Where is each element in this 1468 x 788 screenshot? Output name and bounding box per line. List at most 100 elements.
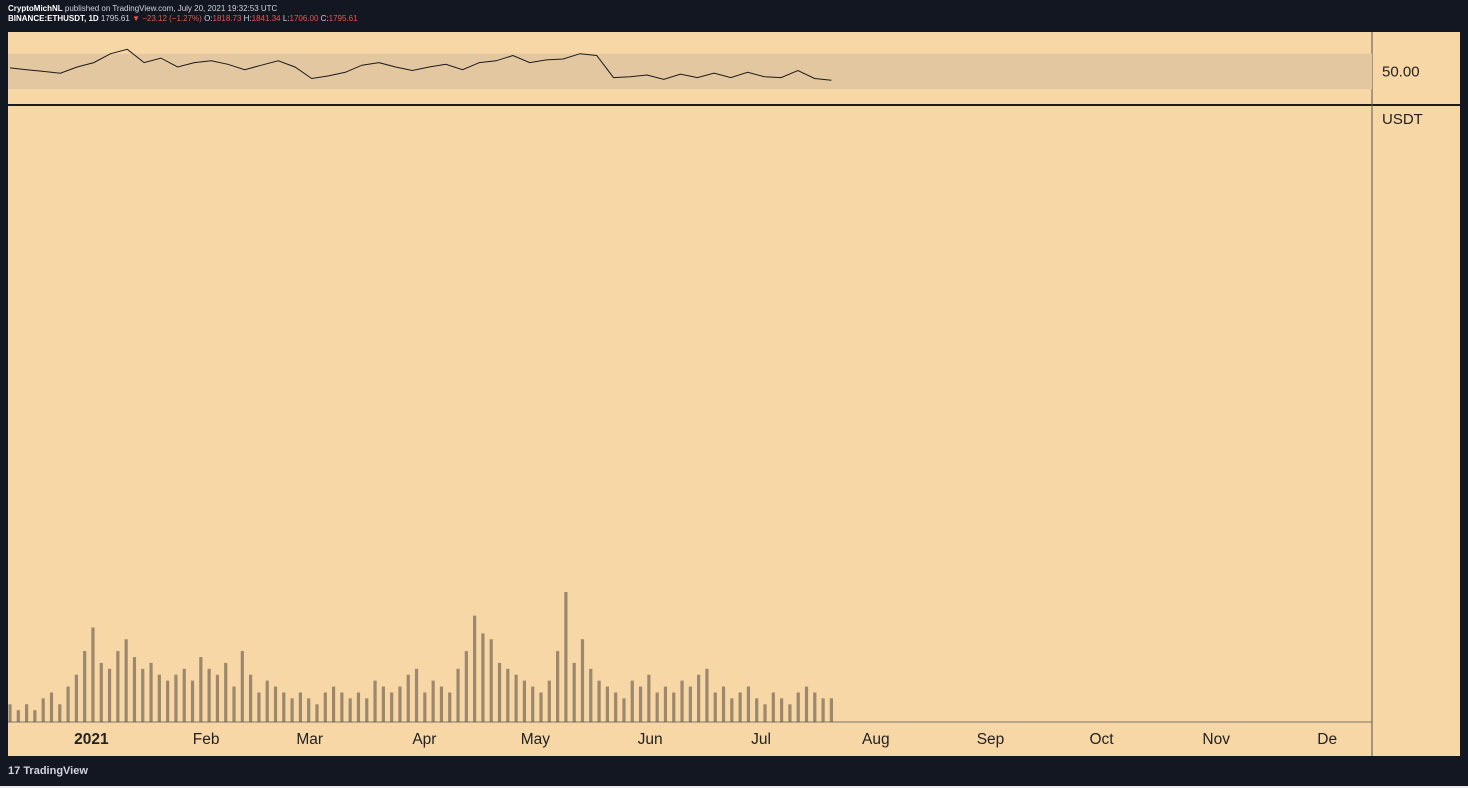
time-tick-label: Sep <box>977 731 1005 748</box>
volume-bar <box>265 680 269 722</box>
last-price-value: 1795.61 <box>100 14 130 23</box>
volume-bar <box>340 692 344 722</box>
close-value: 1795.61 <box>328 14 358 23</box>
close-label: C: <box>320 14 329 23</box>
volume-bar <box>647 674 651 722</box>
volume-bar <box>705 668 709 722</box>
volume-bar <box>771 692 775 722</box>
volume-bar <box>8 704 12 722</box>
volume-bar <box>813 692 817 722</box>
down-arrow-icon: ▼ <box>132 14 140 23</box>
volume-bar <box>423 692 427 722</box>
time-tick-label: Feb <box>193 731 220 748</box>
volume-bar <box>249 674 253 722</box>
volume-bar <box>356 692 361 722</box>
time-tick-label: May <box>521 731 551 748</box>
volume-bar <box>215 674 220 722</box>
volume-bar <box>166 680 170 722</box>
volume-bar <box>547 680 551 722</box>
ohlc-line: BINANCE:ETHUSDT, 1D 1795.61 ▼ −23.12 (−1… <box>8 14 358 23</box>
volume-bar <box>580 639 585 722</box>
tradingview-logo-text: TradingView <box>23 765 88 777</box>
volume-bar <box>431 680 435 722</box>
volume-bar <box>365 698 369 722</box>
publisher-details: published on TradingView.com, July 20, 2… <box>62 4 278 13</box>
volume-bar <box>730 698 734 722</box>
volume-bar <box>755 698 759 722</box>
volume-bar <box>564 592 568 722</box>
volume-bar <box>232 686 236 722</box>
volume-bar <box>58 704 62 722</box>
volume-bar <box>307 698 311 722</box>
open-value: 1818.73 <box>212 14 242 23</box>
volume-bar <box>821 698 825 722</box>
volume-bar <box>315 704 319 722</box>
volume-bar <box>713 692 717 722</box>
volume-bar <box>406 674 410 722</box>
price-chart[interactable]: 50.00Critical breaker on the USD pair fo… <box>0 30 1468 758</box>
volume-bar <box>572 662 576 722</box>
publisher-name: CryptoMichNL <box>8 4 63 13</box>
volume-bar <box>497 662 502 722</box>
publisher-line: CryptoMichNL published on TradingView.co… <box>8 4 277 13</box>
volume-bar <box>116 651 120 722</box>
tradingview-logo[interactable]: 17 TradingView <box>8 765 88 777</box>
volume-bar <box>688 686 692 722</box>
volume-bar <box>514 674 518 722</box>
volume-bar <box>414 668 419 722</box>
volume-bar <box>721 686 726 722</box>
volume-bar <box>556 651 560 722</box>
chart-footer: 17 TradingView <box>0 758 1468 788</box>
volume-bar <box>605 686 609 722</box>
bottom-strip <box>0 786 1468 788</box>
time-tick-label: Aug <box>862 731 890 748</box>
volume-bar <box>697 674 701 722</box>
volume-bar <box>273 686 278 722</box>
volume-bar <box>83 651 87 722</box>
volume-bar <box>522 680 527 722</box>
volume-bar <box>257 692 261 722</box>
volume-bar <box>74 674 78 722</box>
volume-bar <box>531 686 535 722</box>
change-value: −23.12 (−1.27%) <box>142 14 202 23</box>
volume-bar <box>224 662 228 722</box>
chart-header: CryptoMichNL published on TradingView.co… <box>0 0 1468 30</box>
volume-bar <box>132 657 137 722</box>
volume-bar <box>182 668 186 722</box>
volume-bar <box>738 692 742 722</box>
volume-bar <box>99 662 103 722</box>
volume-bar <box>614 692 618 722</box>
open-label: O: <box>204 14 213 23</box>
volume-bar <box>157 674 161 722</box>
volume-bar <box>199 657 203 722</box>
volume-bar <box>796 692 800 722</box>
volume-bar <box>323 692 327 722</box>
volume-bar <box>207 668 211 722</box>
volume-bar <box>655 692 659 722</box>
volume-bar <box>589 668 593 722</box>
rsi-axis-label: 50.00 <box>1382 63 1420 80</box>
volume-bar <box>107 668 112 722</box>
volume-bar <box>41 698 45 722</box>
volume-bar <box>638 686 643 722</box>
volume-bar <box>597 680 601 722</box>
volume-bar <box>190 680 195 722</box>
volume-bar <box>663 686 668 722</box>
volume-bar <box>489 639 493 722</box>
volume-bar <box>91 627 95 722</box>
volume-bar <box>149 662 153 722</box>
volume-bar <box>174 674 178 722</box>
high-value: 1841.34 <box>251 14 281 23</box>
volume-bar <box>539 692 543 722</box>
volume-bar <box>473 615 477 722</box>
volume-bar <box>448 692 452 722</box>
volume-bar <box>746 686 751 722</box>
volume-bar <box>390 692 394 722</box>
volume-bar <box>124 639 128 722</box>
price-pane <box>8 106 1460 756</box>
volume-bar <box>439 686 444 722</box>
volume-bar <box>630 680 634 722</box>
volume-bar <box>398 686 402 722</box>
volume-bar <box>66 686 70 722</box>
volume-bar <box>16 710 20 722</box>
